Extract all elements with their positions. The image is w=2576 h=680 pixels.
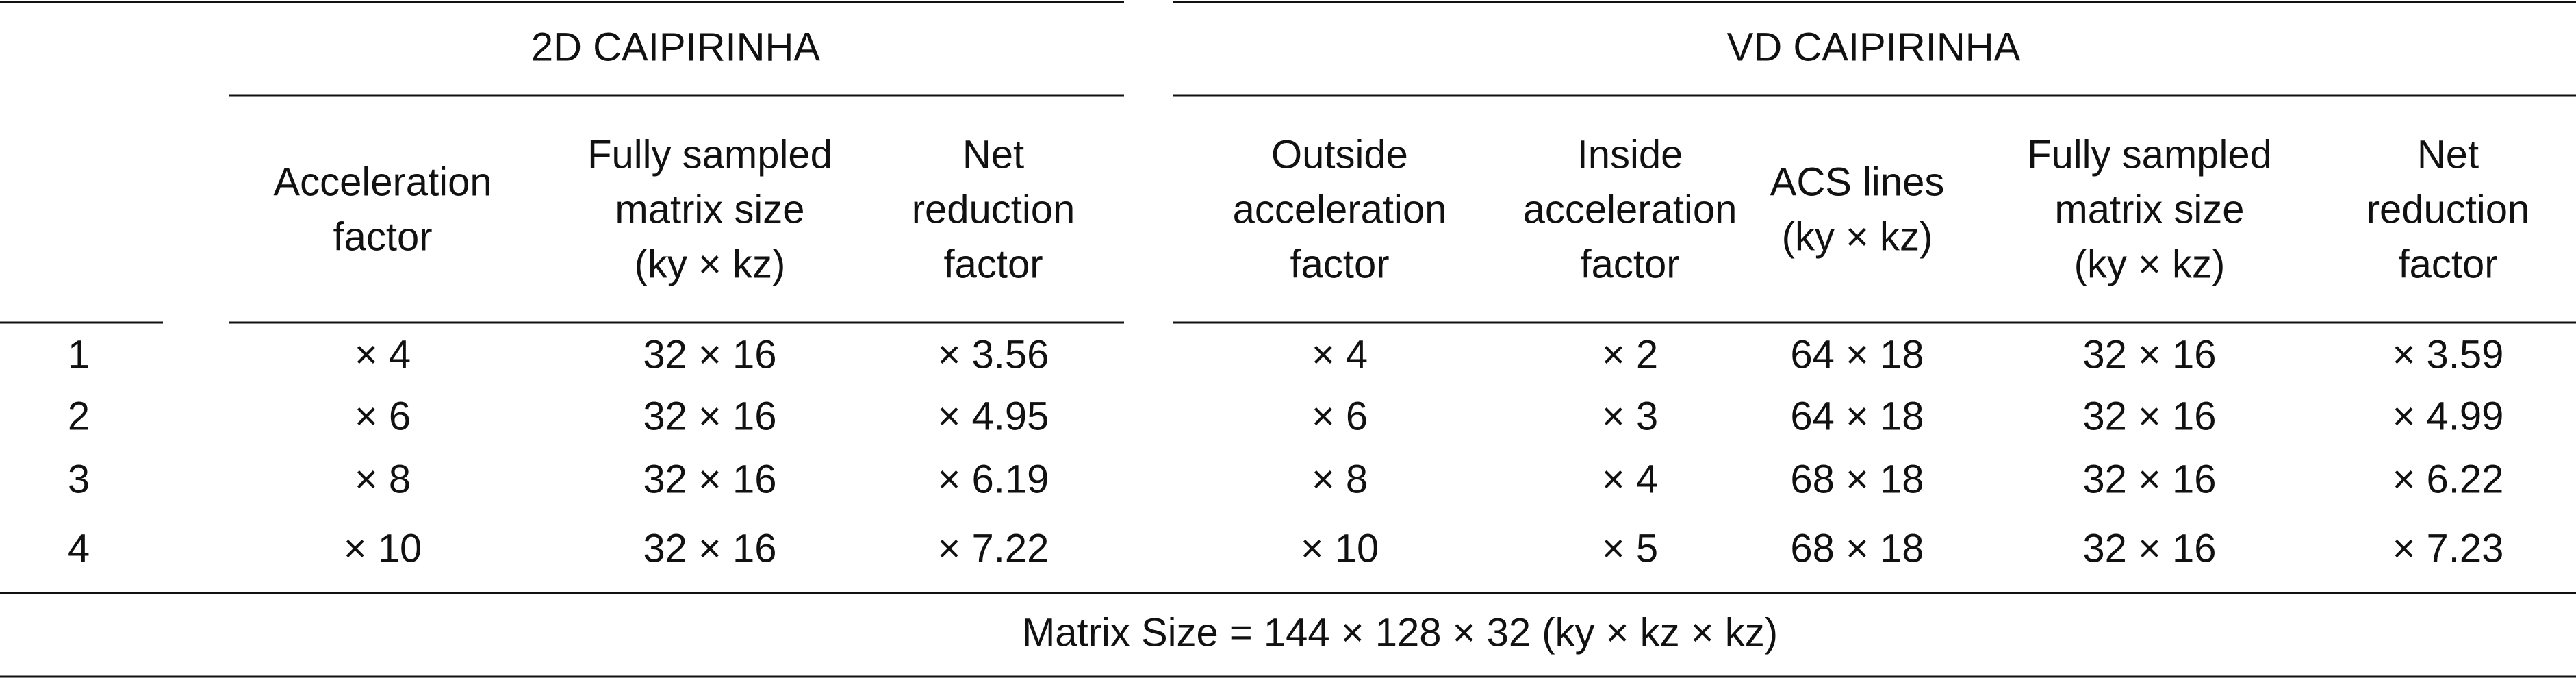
cell: × 3.59 — [2393, 332, 2504, 377]
cell: × 7.23 — [2393, 526, 2504, 570]
cell: × 4 — [355, 332, 411, 377]
cell: 32 × 16 — [643, 394, 776, 438]
column-header: (ky × kz) — [2074, 242, 2226, 286]
cell: 68 × 18 — [1790, 526, 1924, 570]
row-label: 3 — [68, 457, 90, 501]
column-header: Net — [962, 132, 1024, 177]
cell: 32 × 16 — [643, 526, 776, 570]
column-header: factor — [333, 214, 432, 259]
column-header: (ky × kz) — [635, 242, 786, 286]
column-header: factor — [1580, 242, 1679, 286]
column-header: Fully sampled — [587, 132, 832, 177]
column-header: reduction — [912, 187, 1075, 231]
row-label: 4 — [68, 526, 90, 570]
cell: × 6.22 — [2393, 457, 2504, 501]
cell: × 6.19 — [938, 457, 1049, 501]
cell: × 8 — [355, 457, 411, 501]
column-header: acceleration — [1233, 187, 1447, 231]
cell: × 8 — [1312, 457, 1368, 501]
cell: × 4 — [1312, 332, 1368, 377]
cell: × 10 — [344, 526, 422, 570]
column-header: (ky × kz) — [1782, 214, 1933, 259]
cell: 32 × 16 — [2082, 332, 2216, 377]
column-header: Net — [2417, 132, 2479, 177]
column-header: factor — [943, 242, 1043, 286]
cell: × 4.99 — [2393, 394, 2504, 438]
column-header: ACS lines — [1770, 160, 1945, 204]
column-header: reduction — [2367, 187, 2530, 231]
cell: × 6 — [355, 394, 411, 438]
column-header: matrix size — [615, 187, 804, 231]
column-header: Fully sampled — [2027, 132, 2272, 177]
column-header: matrix size — [2054, 187, 2244, 231]
cell: × 4 — [1602, 457, 1658, 501]
cell: × 7.22 — [938, 526, 1049, 570]
cell: 32 × 16 — [2082, 394, 2216, 438]
cell: × 5 — [1602, 526, 1658, 570]
cell: 32 × 16 — [2082, 457, 2216, 501]
row-label: 2 — [68, 394, 90, 438]
column-header: Inside — [1577, 132, 1683, 177]
cell: 64 × 18 — [1790, 394, 1924, 438]
cell: 32 × 16 — [643, 457, 776, 501]
cell: × 2 — [1602, 332, 1658, 377]
cell: 32 × 16 — [2082, 526, 2216, 570]
cell: × 3.56 — [938, 332, 1049, 377]
column-header: Acceleration — [273, 160, 492, 204]
cell: × 4.95 — [938, 394, 1049, 438]
column-header: Outside — [1271, 132, 1408, 177]
column-header: acceleration — [1523, 187, 1737, 231]
group-title: 2D CAIPIRINHA — [531, 25, 821, 69]
column-header: factor — [1290, 242, 1389, 286]
group-title: VD CAIPIRINHA — [1727, 25, 2021, 69]
footer-note: Matrix Size = 144 × 128 × 32 (ky × kz × … — [1022, 610, 1778, 655]
cell: × 6 — [1312, 394, 1368, 438]
cell: 64 × 18 — [1790, 332, 1924, 377]
cell: 32 × 16 — [643, 332, 776, 377]
cell: 68 × 18 — [1790, 457, 1924, 501]
column-header: factor — [2398, 242, 2497, 286]
cell: × 10 — [1301, 526, 1379, 570]
row-label: 1 — [68, 332, 90, 377]
cell: × 3 — [1602, 394, 1658, 438]
